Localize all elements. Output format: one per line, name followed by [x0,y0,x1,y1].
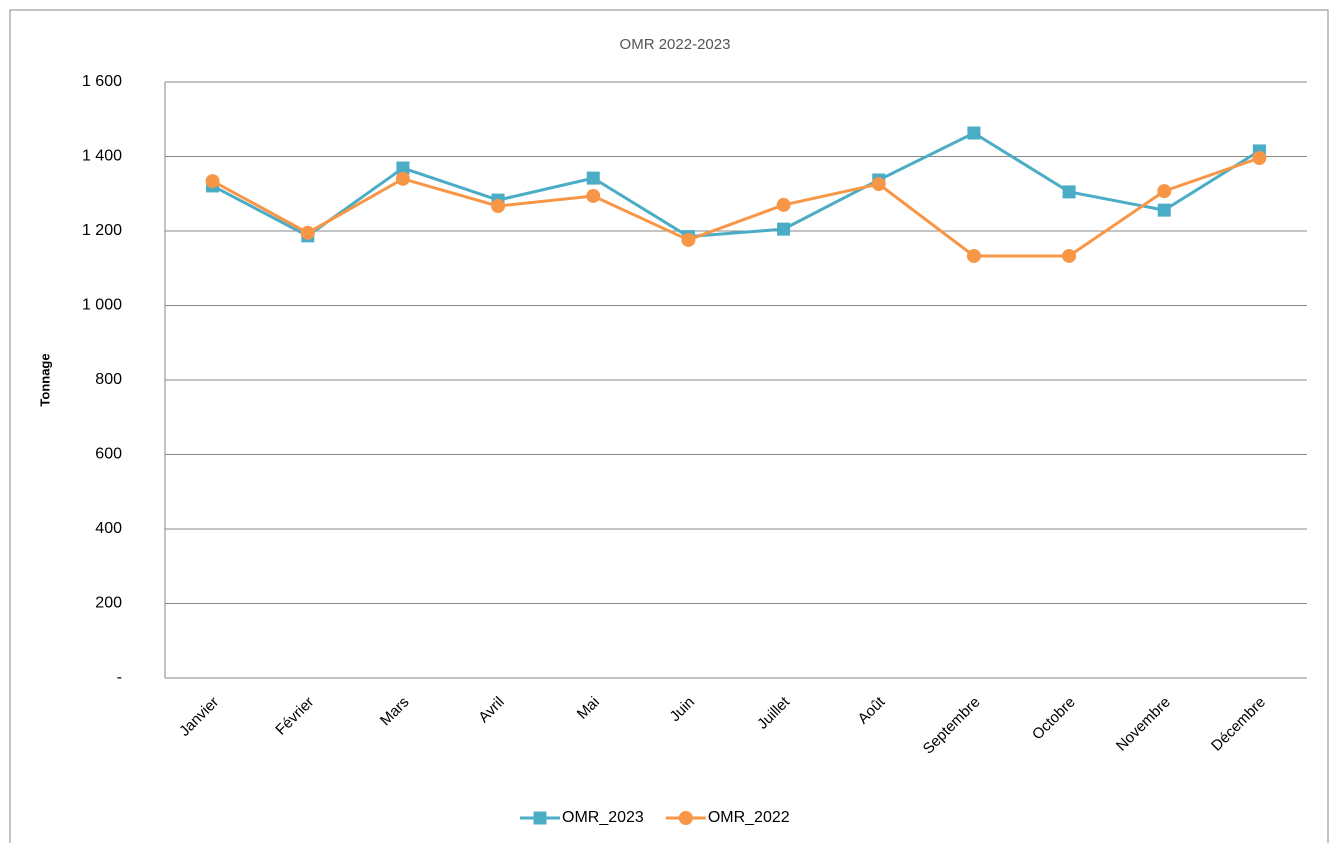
x-tick-label: Février [272,694,317,739]
y-tick-label: 200 [95,595,122,612]
x-tick-label: Novembre [1113,694,1174,755]
marker [871,177,886,192]
y-tick-label: - [117,669,122,686]
marker [967,126,981,140]
x-tick-label: Août [855,693,889,727]
marker [586,188,601,203]
chart-border [9,9,1329,843]
y-tick-label: 1 400 [82,148,122,165]
x-tick-label: Septembre [920,694,984,758]
y-tick-label: 1 600 [82,73,122,90]
marker [395,171,410,186]
y-tick-label: 600 [95,446,122,463]
marker [1062,185,1076,199]
y-axis-label: Tonnage [37,353,52,406]
marker [1157,184,1172,199]
series-line [211,131,1261,239]
x-tick-label: Octobre [1029,694,1079,744]
x-tick-label: Décembre [1208,694,1269,755]
marker [396,161,410,175]
x-tick-label: Mars [377,694,413,730]
marker [586,171,600,185]
marker [776,197,791,212]
legend-label: OMR_2023 [562,809,644,826]
y-tick-label: 1 000 [82,297,122,314]
marker [681,232,696,247]
chart-title: OMR 2022-2023 [620,36,731,53]
marker [491,199,506,214]
x-tick-label: Avril [475,694,507,726]
marker [1252,150,1267,165]
y-tick-label: 1 200 [82,222,122,239]
marker [777,222,791,236]
x-tick-label: Juin [667,694,698,725]
marker [300,225,315,240]
x-tick-label: Mai [574,694,603,723]
marker [205,174,220,189]
marker [966,248,981,263]
marker [1157,203,1171,217]
marker [678,811,693,825]
x-tick-label: Janvier [176,694,222,740]
marker [533,811,547,825]
series-line [211,156,1260,258]
y-tick-label: 800 [95,371,122,388]
y-tick-label: 400 [95,520,122,537]
x-tick-label: Juillet [754,693,794,733]
marker [1062,248,1077,263]
legend-label: OMR_2022 [708,809,790,826]
